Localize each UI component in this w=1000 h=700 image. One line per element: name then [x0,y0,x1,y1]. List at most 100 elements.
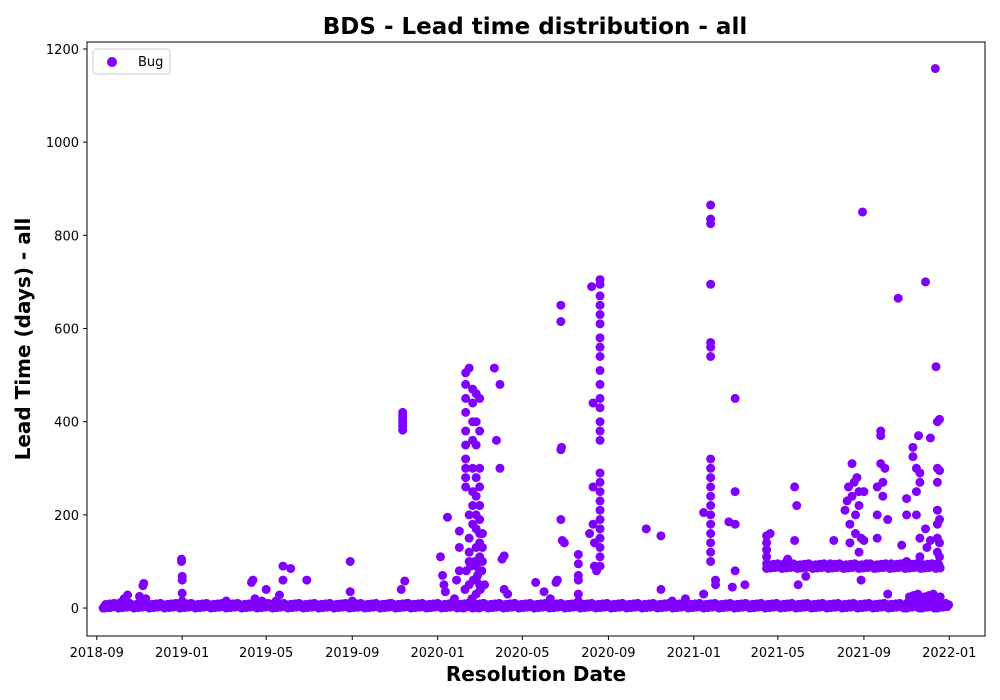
data-point [595,291,605,301]
x-tick-label: 2020-01 [410,646,464,661]
x-tick-label: 2018-09 [70,646,124,661]
y-tick-label: 600 [54,323,79,338]
data-point [354,602,364,612]
data-point [932,559,942,569]
data-point [205,602,215,612]
data-point [792,501,802,511]
data-point [588,519,598,529]
data-point [595,417,605,427]
data-point [935,466,945,476]
data-point [471,473,481,483]
data-point [930,64,940,74]
data-point [461,482,471,492]
data-point [915,477,925,487]
data-point [915,468,925,478]
data-point [886,559,896,569]
data-point [706,200,716,210]
data-point [345,556,355,566]
data-point [915,552,925,562]
data-point [471,440,481,450]
data-point [795,562,805,572]
x-tick-label: 2021-09 [837,646,891,661]
data-point [475,426,485,436]
data-point [475,580,485,590]
data-point [556,300,566,310]
data-point [105,603,115,613]
data-point [706,482,716,492]
data-point [730,487,740,497]
data-point [852,473,862,483]
data-point [126,601,136,611]
data-point [837,561,847,571]
data-point [435,552,445,562]
data-point [123,590,133,600]
data-point [706,547,716,557]
data-point [461,393,471,403]
data-point [935,515,945,525]
data-point [935,592,945,602]
legend-marker [107,57,117,67]
x-tick-label: 2019-09 [325,646,379,661]
data-point [475,566,485,576]
data-point [489,363,499,373]
data-point [491,435,501,445]
data-point [257,596,267,606]
data-point [762,559,772,569]
data-point [908,452,918,462]
data-point [858,207,868,217]
data-point [769,561,779,571]
data-point [825,559,835,569]
data-point [911,510,921,520]
data-point [706,501,716,511]
data-point [477,556,487,566]
data-point [595,279,605,289]
data-point [931,362,941,372]
data-point [461,407,471,417]
data-point [261,584,271,594]
data-point [278,561,288,571]
data-point [801,571,811,581]
x-axis: 2018-09 2019-01 2019-05 2019-09 2020-01 2020-… [70,636,976,661]
data-point [396,584,406,594]
data-point [925,433,935,443]
data-point [706,538,716,548]
data-point [148,599,158,609]
data-point [921,524,931,534]
data-point [468,463,478,473]
data-point [475,515,485,525]
data-point [656,584,666,594]
plot-frame [86,41,986,637]
data-point [883,589,893,599]
data-point [876,431,886,441]
y-tick-label: 800 [54,229,79,244]
data-point [248,575,258,585]
data-point [706,556,716,566]
data-point [595,319,605,329]
data-point [829,535,839,545]
data-point [854,501,864,511]
data-point [845,538,855,548]
data-point [762,545,772,555]
legend-label: Bug [138,55,163,70]
data-point [468,398,478,408]
data-point [595,515,605,525]
data-point [762,552,772,562]
data-point [727,582,737,592]
data-point [595,300,605,310]
data-point [925,535,935,545]
data-point [588,398,598,408]
data-point [914,431,924,441]
x-tick-label: 2019-01 [155,646,209,661]
data-point [552,575,562,585]
data-point [706,351,716,361]
data-point [706,519,716,529]
data-point [902,556,912,566]
data-point [464,547,474,557]
data-point [559,538,569,548]
y-axis: 0 200 400 600 800 1000 1200 [46,43,87,617]
data-point [847,491,857,501]
data-point [706,491,716,501]
data-point [872,533,882,543]
plot-area [86,41,986,637]
